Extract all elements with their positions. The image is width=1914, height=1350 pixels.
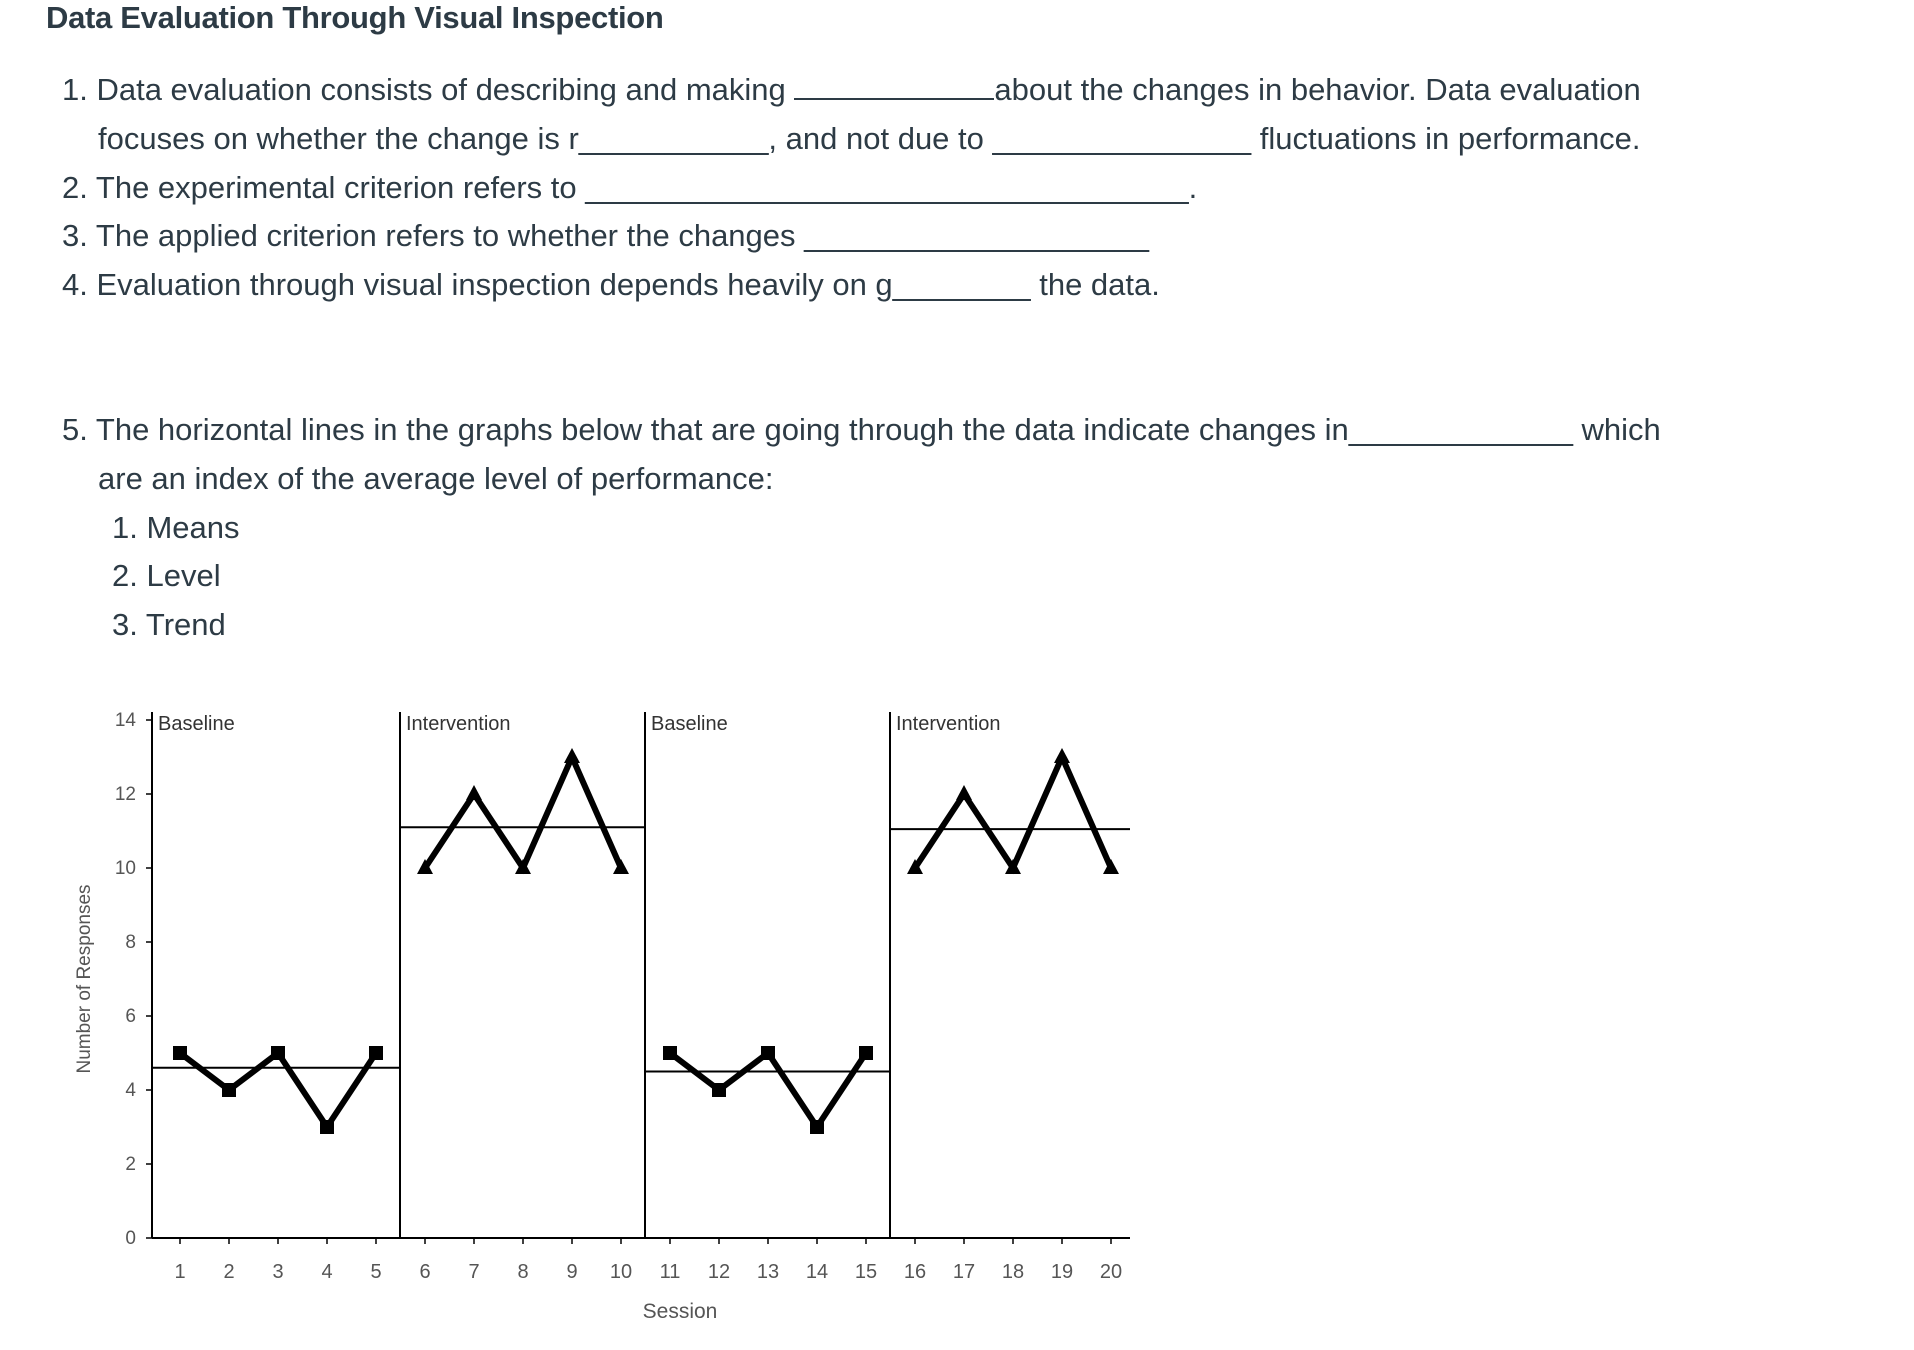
answer-blank-1[interactable] (794, 74, 995, 100)
x-tick-label: 1 (174, 1261, 185, 1283)
x-tick-label: 20 (1100, 1261, 1122, 1283)
x-tick-label: 12 (708, 1261, 730, 1283)
x-tick-label: 8 (517, 1261, 528, 1283)
question-4: 4. Evaluation through visual inspection … (62, 267, 1160, 302)
x-tick-label: 7 (468, 1261, 479, 1283)
x-tick-label: 3 (272, 1261, 283, 1283)
phase-label: Intervention (406, 713, 511, 735)
question-3: 3. The applied criterion refers to wheth… (62, 218, 1149, 253)
x-tick-label: 4 (321, 1261, 332, 1283)
page-title: Data Evaluation Through Visual Inspectio… (46, 0, 664, 35)
data-point-square (663, 1046, 677, 1060)
x-axis-label: Session (643, 1300, 718, 1323)
data-point-square (810, 1120, 824, 1134)
x-tick-label: 16 (904, 1261, 926, 1283)
option-level: 2. Level (112, 558, 221, 593)
question-1-text-a: 1. Data evaluation consists of describin… (62, 72, 795, 107)
x-tick-label: 13 (757, 1261, 779, 1283)
question-2: 2. The experimental criterion refers to … (62, 170, 1198, 205)
question-1-line-1: 1. Data evaluation consists of describin… (62, 72, 1641, 108)
x-tick-label: 2 (223, 1261, 234, 1283)
data-series-line (668, 1048, 869, 1133)
x-tick-label: 14 (806, 1261, 828, 1283)
x-tick-label: 6 (419, 1261, 430, 1283)
phase-label: Intervention (896, 713, 1001, 735)
question-1-text-b: about the changes in behavior. Data eval… (994, 72, 1641, 107)
data-point-triangle (515, 859, 531, 874)
question-5-line-1: 5. The horizontal lines in the graphs be… (62, 412, 1661, 447)
question-1-line-2: focuses on whether the change is r______… (98, 121, 1641, 156)
x-tick-label: 15 (855, 1261, 877, 1283)
option-trend: 3. Trend (112, 607, 226, 642)
data-series-line (422, 749, 624, 875)
y-tick-label: 8 (125, 932, 136, 953)
x-tick-label: 5 (370, 1261, 381, 1283)
y-tick-label: 6 (125, 1006, 136, 1027)
y-tick-label: 0 (125, 1228, 136, 1249)
data-point-square (222, 1083, 236, 1097)
y-tick-label: 14 (115, 710, 137, 731)
x-tick-label: 9 (566, 1261, 577, 1283)
data-point-square (859, 1046, 873, 1060)
data-point-triangle (613, 859, 629, 874)
x-tick-label: 19 (1051, 1261, 1073, 1283)
x-tick-label: 11 (660, 1261, 681, 1283)
x-tick-label: 10 (610, 1261, 632, 1283)
single-case-design-chart: 0 2 4 6 8 10 12 14 1 2 3 4 5 6 7 8 9 10 11 12 13 14 15 16 17 18 19… (60, 700, 1150, 1340)
data-point-square (271, 1046, 285, 1060)
y-tick-label: 2 (125, 1154, 136, 1175)
data-point-square (369, 1046, 383, 1060)
question-5-line-2: are an index of the average level of per… (98, 461, 774, 496)
data-point-square (320, 1120, 334, 1134)
y-tick-label: 10 (115, 858, 136, 879)
y-tick-label: 4 (125, 1080, 136, 1101)
phase-label: Baseline (651, 713, 728, 735)
data-point-triangle (956, 785, 972, 800)
phase-label: Baseline (158, 713, 235, 735)
data-point-triangle (417, 859, 433, 874)
option-means: 1. Means (112, 510, 240, 545)
x-tick-label: 17 (953, 1261, 975, 1283)
data-point-square (712, 1083, 726, 1097)
data-point-triangle (1103, 859, 1119, 874)
data-point-triangle (1054, 748, 1070, 763)
data-point-triangle (907, 859, 923, 874)
x-tick-label: 18 (1002, 1261, 1024, 1283)
y-tick-label: 12 (115, 784, 136, 805)
data-point-triangle (564, 748, 580, 763)
data-point-triangle (466, 785, 482, 800)
data-series-line (912, 749, 1114, 875)
y-axis-label: Number of Responses (74, 884, 95, 1073)
data-series-line (178, 1048, 379, 1133)
data-point-square (761, 1046, 775, 1060)
data-point-triangle (1005, 859, 1021, 874)
data-point-square (173, 1046, 187, 1060)
